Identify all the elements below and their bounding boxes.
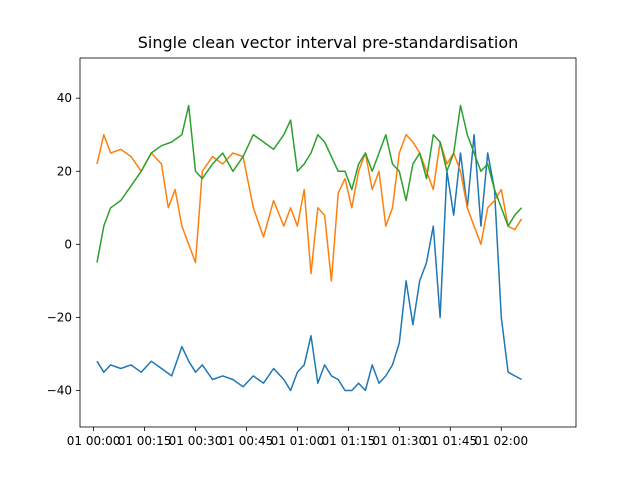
y-tick-label: −20 [47,310,72,324]
x-tick-label: 01 01:15 [322,434,376,448]
y-tick-label: 0 [64,237,72,251]
x-tick-label: 01 02:00 [474,434,528,448]
series-line-2 [96,133,523,282]
series-line-3 [96,104,523,263]
plot-layer [96,104,523,392]
y-tick-label: 40 [57,91,72,105]
x-tick-label: 01 00:15 [118,434,172,448]
chart-title: Single clean vector interval pre-standar… [138,33,519,52]
x-tick-label: 01 00:30 [169,434,223,448]
axes-frame [79,57,577,428]
x-tick-label: 01 01:30 [373,434,427,448]
y-axis: −40 −20 0 20 40 [47,91,80,397]
series-line-1 [96,133,522,392]
x-tick-label: 01 00:00 [67,434,121,448]
y-tick-label: 20 [57,164,72,178]
x-tick-label: 01 01:00 [271,434,325,448]
x-tick-label: 01 01:45 [423,434,477,448]
y-tick-label: −40 [47,383,72,397]
x-tick-label: 01 00:45 [220,434,274,448]
